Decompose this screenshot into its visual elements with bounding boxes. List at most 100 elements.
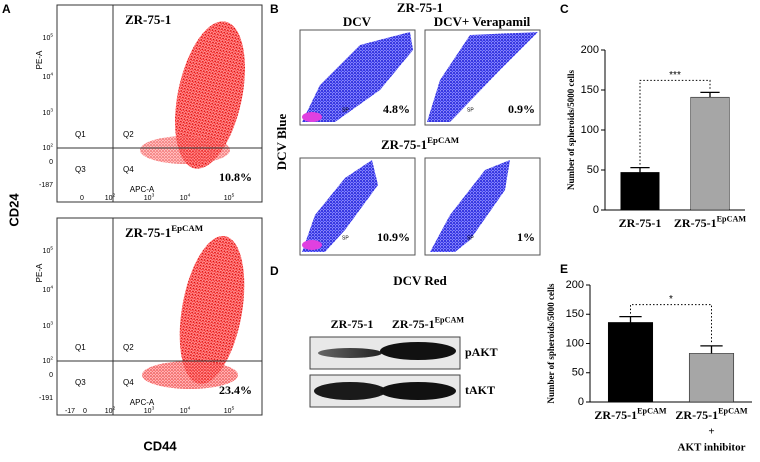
error-bar: [619, 315, 642, 323]
x-tick-label-sup: 2: [113, 193, 116, 199]
panel-a-art: [56, 4, 263, 416]
panel-label: A: [2, 2, 11, 16]
lane-label-text: ZR-75-1: [331, 317, 374, 331]
quadrant-label: Q3: [75, 165, 86, 174]
x-tick-label-sup: 4: [188, 406, 191, 412]
dot-cloud: [142, 361, 238, 389]
x-tick-label-sup: 4: [188, 193, 191, 199]
y-tick-label-sup: 5: [50, 33, 53, 39]
percent-label: 0.9%: [508, 102, 535, 116]
x-tick-label-sup: EpCAM: [717, 214, 747, 223]
panel-label: D: [270, 264, 279, 278]
y-tick-label-sup: 3: [50, 108, 53, 114]
quadrant-label: Q2: [123, 343, 134, 352]
dot-cloud: [140, 136, 230, 164]
y-tick-label-text: -187: [39, 182, 53, 189]
bar: [688, 353, 735, 403]
y-tick-label: 103: [43, 321, 54, 330]
panel-label: B: [270, 2, 279, 16]
band-label: tAKT: [465, 383, 495, 397]
y-tick-label: 103: [43, 108, 54, 117]
dot-cloud: [302, 32, 413, 122]
column-label: DCV+ Verapamil: [434, 14, 531, 29]
x-tick-label: ZR-75-1EpCAM: [674, 214, 746, 229]
panel-d-art: [309, 336, 461, 408]
x-tick-label-sup: 5: [232, 193, 235, 199]
x-axis-label: CD44: [143, 438, 177, 453]
y-tick-label: 105: [43, 246, 54, 255]
y-tick-label: 0: [49, 372, 53, 379]
plot-title-sup: EpCAM: [171, 223, 204, 233]
y-tick-label-sup: 2: [50, 356, 53, 362]
x-tick-label: +: [708, 426, 714, 438]
sp-gate: [302, 112, 322, 122]
panel-b-art: [299, 29, 541, 256]
lane-label: ZR-75-1: [331, 317, 374, 331]
y-tick-label: 50: [587, 164, 599, 176]
y-tick-label: 104: [43, 285, 54, 294]
y-tick-label-text: 0: [49, 159, 53, 166]
axis-name: PE-A: [35, 263, 44, 282]
dot-cloud: [179, 235, 245, 385]
y-tick-label: 102: [43, 143, 54, 152]
x-tick-label: 0: [80, 195, 84, 202]
column-label: DCV: [343, 14, 372, 29]
x-tick-label: 104: [180, 406, 191, 415]
x-tick-label: ZR-75-1EpCAM: [675, 406, 747, 421]
x-tick-label-text: ZR-75-1: [594, 408, 637, 422]
sp-gate: [302, 240, 322, 250]
plot-frame: [299, 29, 416, 126]
y-tick-label-text: 10: [43, 110, 51, 117]
panel-title: ZR-75-1: [397, 0, 443, 15]
panel-label: E: [560, 262, 568, 276]
quadrant-label: Q4: [123, 165, 134, 174]
x-tick-label-sup: 3: [152, 406, 155, 412]
row-title-text: ZR-75-1: [381, 137, 427, 152]
gate-label: SP: [467, 235, 474, 241]
panel-label: C: [560, 2, 569, 16]
bar: [690, 96, 730, 211]
percent-label: 10.9%: [377, 230, 410, 244]
x-tick-label-text: -17: [65, 408, 75, 415]
bar: [607, 322, 654, 403]
significance-bracket: [639, 79, 711, 165]
x-tick-label: -17: [65, 408, 75, 415]
y-tick-label: 50: [572, 367, 584, 379]
quadrant-label: Q4: [123, 378, 134, 387]
lane-label: ZR-75-1EpCAM: [392, 315, 464, 330]
y-tick-label: 100: [581, 124, 599, 136]
error-bar: [630, 166, 650, 173]
y-axis-label: Number of spheroids/5000 cells: [566, 70, 576, 190]
row-title: ZR-75-1EpCAM: [381, 135, 460, 152]
plot-frame: [424, 157, 541, 256]
blot-band: [380, 342, 456, 360]
axis-name: APC-A: [130, 185, 155, 194]
y-tick-label-text: 10: [43, 35, 51, 42]
y-tick-label-text: 10: [43, 145, 51, 152]
blot-band: [318, 348, 382, 358]
y-tick-label: -191: [39, 395, 53, 402]
axis-name: APC-A: [130, 398, 155, 407]
y-tick-label-text: 10: [43, 323, 51, 330]
x-tick-label-text: 10: [224, 195, 232, 202]
lane-label-sup: EpCAM: [435, 315, 465, 324]
y-tick-label: -187: [39, 182, 53, 189]
x-tick-label-sup: 5: [232, 406, 235, 412]
x-tick-label: AKT inhibitor: [678, 442, 746, 454]
y-tick-label-text: 0: [49, 372, 53, 379]
y-tick-label: 0: [49, 159, 53, 166]
y-tick-label-sup: 5: [50, 246, 53, 252]
plot-frame: [424, 29, 541, 126]
row-title-sup: EpCAM: [427, 135, 460, 145]
significance-bracket: [630, 304, 712, 343]
dot-cloud: [302, 160, 378, 252]
y-tick-label-text: 10: [43, 358, 51, 365]
axis-name: PE-A: [35, 50, 44, 69]
x-tick-label-text: ZR-75-1: [675, 408, 718, 422]
y-tick-label: 200: [566, 279, 584, 291]
y-tick-label: 100: [566, 337, 584, 349]
quadrant-label: Q1: [75, 343, 86, 352]
x-tick-label: ZR-75-1: [619, 216, 662, 230]
significance-label: ***: [669, 70, 681, 81]
